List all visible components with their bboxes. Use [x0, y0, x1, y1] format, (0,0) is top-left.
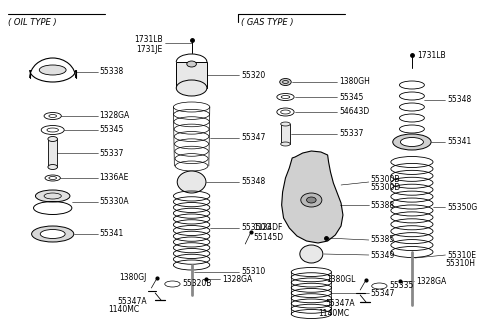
Text: 55350G: 55350G — [447, 202, 478, 212]
Ellipse shape — [32, 226, 74, 242]
Text: 1328GA: 1328GA — [100, 112, 130, 120]
Ellipse shape — [307, 197, 316, 203]
Text: 55310H: 55310H — [445, 259, 476, 269]
Bar — [48, 139, 58, 167]
Text: 1140MC: 1140MC — [319, 309, 349, 318]
Text: 1124DF: 1124DF — [253, 223, 282, 233]
Text: 54643D: 54643D — [339, 108, 370, 116]
Ellipse shape — [48, 136, 58, 141]
Text: 55341: 55341 — [100, 230, 124, 238]
Text: 55348: 55348 — [241, 177, 265, 187]
Text: 55145D: 55145D — [253, 233, 283, 241]
Text: 55338: 55338 — [100, 68, 124, 76]
Text: 55341: 55341 — [447, 137, 472, 147]
Text: 55345: 55345 — [100, 126, 124, 134]
Text: 55347: 55347 — [371, 289, 395, 297]
Text: 55310E: 55310E — [447, 251, 476, 259]
Text: 55300B: 55300B — [371, 174, 400, 183]
Text: 1380GJ: 1380GJ — [119, 274, 146, 282]
Ellipse shape — [281, 142, 290, 146]
Ellipse shape — [400, 137, 423, 147]
Text: 55320: 55320 — [241, 71, 265, 79]
Ellipse shape — [281, 122, 290, 126]
Text: 1336AE: 1336AE — [100, 174, 129, 182]
Text: 55385: 55385 — [371, 236, 395, 244]
Bar — [281, 124, 290, 144]
Text: 55337: 55337 — [339, 130, 363, 138]
Text: 55347: 55347 — [241, 133, 266, 142]
Ellipse shape — [48, 165, 58, 170]
Text: 1140MC: 1140MC — [108, 305, 139, 315]
Text: 1731LB: 1731LB — [417, 51, 445, 59]
Polygon shape — [282, 151, 343, 243]
Ellipse shape — [280, 78, 291, 86]
Ellipse shape — [300, 245, 323, 263]
Text: 55300D: 55300D — [371, 183, 401, 193]
Text: 55349: 55349 — [371, 251, 395, 259]
Text: ( OIL TYPE ): ( OIL TYPE ) — [8, 18, 56, 28]
Ellipse shape — [187, 61, 196, 67]
Ellipse shape — [39, 65, 66, 75]
Ellipse shape — [393, 134, 431, 150]
Bar — [176, 62, 207, 88]
Text: 55337: 55337 — [100, 149, 124, 157]
Ellipse shape — [36, 190, 70, 202]
Text: 55310: 55310 — [241, 268, 265, 277]
Text: 1328GA: 1328GA — [416, 277, 446, 285]
Text: 1380GH: 1380GH — [339, 77, 370, 87]
Text: 55320B: 55320B — [182, 279, 211, 289]
Ellipse shape — [176, 80, 207, 96]
Ellipse shape — [177, 171, 206, 193]
Text: 55345: 55345 — [339, 92, 363, 101]
Text: 55347A: 55347A — [326, 298, 355, 308]
Text: 55388: 55388 — [371, 200, 395, 210]
Text: 55347A: 55347A — [117, 297, 146, 305]
Text: 1731LB: 1731LB — [134, 35, 163, 45]
Text: 1731JE: 1731JE — [137, 45, 163, 53]
Text: ( GAS TYPE ): ( GAS TYPE ) — [241, 18, 294, 28]
Text: 1380GL: 1380GL — [326, 276, 355, 284]
Text: 55330A: 55330A — [100, 197, 129, 207]
Text: 55335: 55335 — [389, 281, 413, 291]
Text: 55350G: 55350G — [241, 223, 272, 233]
Text: 55348: 55348 — [447, 95, 472, 105]
Ellipse shape — [301, 193, 322, 207]
Ellipse shape — [40, 230, 65, 238]
Text: 1328GA: 1328GA — [222, 275, 252, 283]
